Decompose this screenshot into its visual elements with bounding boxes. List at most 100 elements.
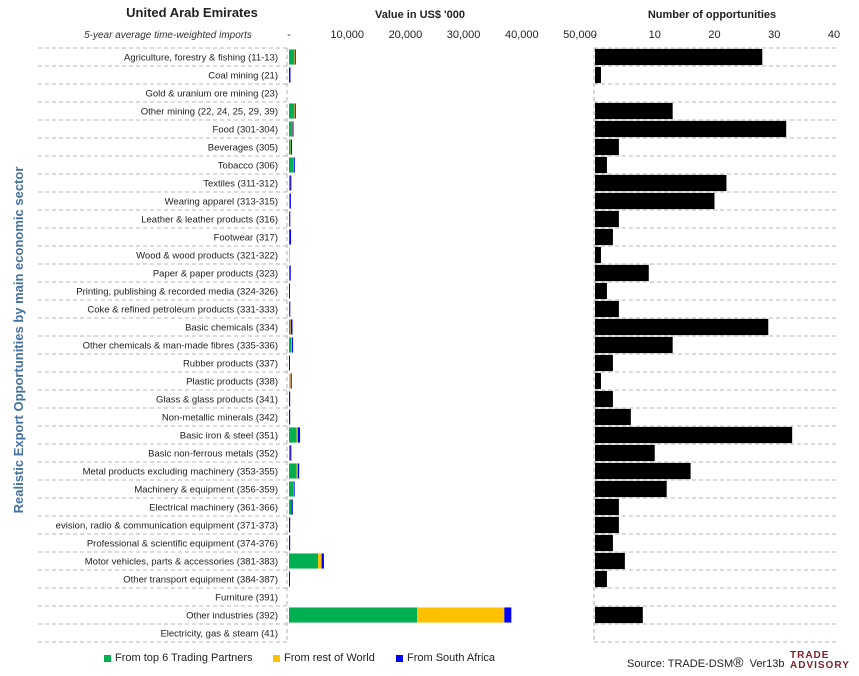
category-label: Basic non-ferrous metals (352) xyxy=(148,449,278,460)
count-tick-label: 20 xyxy=(708,29,720,41)
value-bar-rest xyxy=(296,427,298,443)
category-label: Metal products excluding machinery (353-… xyxy=(83,467,278,478)
value-bar-south-africa xyxy=(290,175,292,191)
category-label: Footwear (317) xyxy=(214,233,278,244)
value-tick-label: 20,000 xyxy=(389,29,423,41)
value-bar-south-africa xyxy=(290,319,293,335)
value-bar-top6 xyxy=(289,553,319,569)
value-bar-top6 xyxy=(289,337,292,353)
value-bar-south-africa xyxy=(297,427,301,443)
count-bar xyxy=(595,102,673,120)
category-label: Agriculture, forestry & fishing (11-13) xyxy=(124,53,278,64)
value-bar-top6 xyxy=(289,49,295,65)
legend-sa-swatch xyxy=(396,654,403,662)
value-bar-south-africa xyxy=(293,481,295,497)
category-label: Electrical machinery (361-366) xyxy=(149,503,278,514)
count-bar xyxy=(595,408,631,426)
count-bar xyxy=(595,336,673,354)
value-bar-top6 xyxy=(289,121,292,137)
count-tick-label: 40 xyxy=(828,29,840,41)
count-bar xyxy=(595,66,601,84)
value-bar-south-africa xyxy=(289,301,291,317)
value-tick-label: 40,000 xyxy=(505,29,539,41)
legend-sa-label: From South Africa xyxy=(407,652,496,664)
value-bar-south-africa xyxy=(289,193,291,209)
category-label: Machinery & equipment (356-359) xyxy=(134,485,278,496)
count-bar xyxy=(595,426,793,444)
axis-ticks: -10,000 20,000 30,000 40,000 50,000- 10 20 30 40 xyxy=(287,29,840,41)
value-bar-south-africa xyxy=(504,607,512,623)
value-bar-south-africa xyxy=(289,229,292,245)
value-bar-rest xyxy=(293,157,295,173)
category-label: Glass & glass products (341) xyxy=(156,395,278,406)
value-bar-rest xyxy=(289,373,291,389)
trade-advisory-logo: TRADE ADVISORY xyxy=(790,651,850,671)
value-bar-top6 xyxy=(289,193,290,209)
count-bar xyxy=(595,156,607,174)
legend-top6: From top 6 Trading Partners xyxy=(104,652,253,664)
value-bar-rest xyxy=(296,463,298,479)
category-labels: Agriculture, forestry & fishing (11-13) C… xyxy=(56,53,278,640)
count-bar xyxy=(595,192,715,210)
category-label: Rubber products (337) xyxy=(183,359,278,370)
count-bar xyxy=(595,516,619,534)
category-label: Gold & uranium ore mining (23) xyxy=(145,89,278,100)
value-bar-rest xyxy=(289,247,290,263)
count-bar xyxy=(595,120,787,138)
gridlines xyxy=(38,47,838,643)
value-chart-title: Value in US$ '000 xyxy=(375,9,465,21)
category-label: Basic chemicals (334) xyxy=(185,323,278,334)
count-bar xyxy=(595,480,667,498)
count-bar xyxy=(595,174,727,192)
value-bar-south-africa xyxy=(293,157,295,173)
value-bar-top6 xyxy=(289,481,294,497)
category-label: Coal mining (21) xyxy=(208,71,278,82)
value-bar-south-africa xyxy=(291,139,293,155)
source-text: Source: TRADE-DSM xyxy=(627,658,734,670)
logo-line-1: TRADE xyxy=(790,650,830,661)
category-label: Food (301-304) xyxy=(213,125,278,136)
count-bar xyxy=(595,444,655,462)
value-bar-south-africa xyxy=(289,265,291,281)
category-label: Other transport equipment (384-387) xyxy=(123,575,278,586)
category-label: Other chemicals & man-made fibres (335-3… xyxy=(83,341,278,352)
count-bar xyxy=(595,372,601,390)
value-bar-south-africa xyxy=(291,337,294,353)
count-bar xyxy=(595,318,769,336)
value-bar-rest xyxy=(291,337,293,353)
category-label: Electricity, gas & steam (41) xyxy=(160,629,278,640)
value-bar-top6 xyxy=(289,175,290,191)
value-bar-south-africa xyxy=(289,211,291,227)
category-label: Printing, publishing & recorded media (3… xyxy=(76,287,278,298)
value-bar-rest xyxy=(294,49,296,65)
value-bar-rest xyxy=(417,607,505,623)
value-bar-top6 xyxy=(289,499,292,515)
value-bar-south-africa xyxy=(289,283,290,299)
count-bar xyxy=(595,570,607,588)
value-bar-rest xyxy=(318,553,322,569)
category-label: Motor vehicles, parts & accessories (381… xyxy=(85,557,278,568)
category-label: Furniture (391) xyxy=(215,593,278,604)
count-bar xyxy=(595,354,613,372)
category-label: Other industries (392) xyxy=(186,611,278,622)
count-tick-label: 30 xyxy=(768,29,780,41)
count-tick-label: 10 xyxy=(649,29,661,41)
country-title: United Arab Emirates xyxy=(126,5,258,20)
value-bar-south-africa xyxy=(321,553,324,569)
count-bar xyxy=(595,228,613,246)
value-bar-south-africa xyxy=(289,409,291,425)
category-label: Basic iron & steel (351) xyxy=(180,431,278,442)
imports-subtitle: 5-year average time-weighted imports xyxy=(84,30,252,41)
value-bar-top6 xyxy=(289,463,297,479)
category-label: Wearing apparel (313-315) xyxy=(165,197,278,208)
value-bar-top6 xyxy=(289,319,291,335)
value-bars xyxy=(289,49,512,623)
count-bar xyxy=(595,138,619,156)
count-tick-label: - xyxy=(593,29,597,41)
value-bar-south-africa xyxy=(292,121,294,137)
count-bars xyxy=(595,48,793,624)
value-bar-south-africa xyxy=(289,535,291,551)
count-bar xyxy=(595,390,613,408)
value-tick-label: - xyxy=(287,29,291,41)
